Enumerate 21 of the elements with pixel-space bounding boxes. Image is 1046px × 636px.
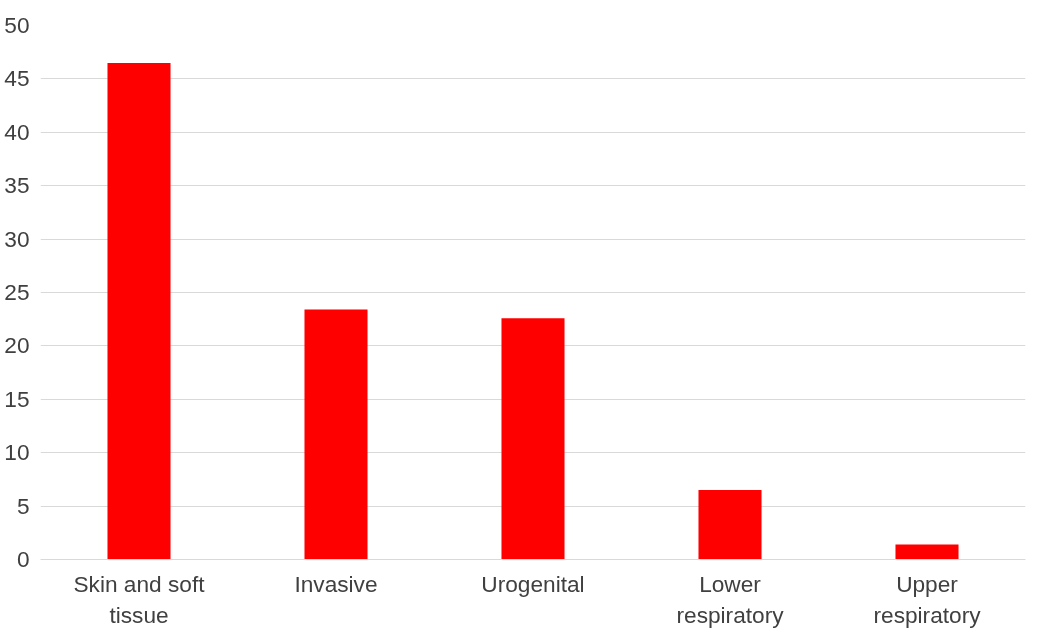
bar [501,318,565,560]
x-tick-label: Lower respiratory [676,570,785,628]
y-tick-label: 10 [4,439,30,466]
y-tick-label: 50 [4,12,30,38]
y-tick-label: 0 [16,546,30,572]
bar [304,309,368,560]
bar [107,62,171,560]
bar [698,490,762,560]
y-tick-label: 25 [4,279,30,305]
y-tick-label: 5 [16,492,30,519]
bar [895,544,959,560]
y-tick-label: 15 [4,385,30,412]
y-tick-label: 20 [4,332,30,359]
y-tick-label: 40 [4,118,30,145]
x-tick-label: Urogenital [481,570,585,597]
y-tick-label: 30 [4,225,30,252]
x-tick-label: Invasive [294,570,378,597]
y-tick-label: 35 [4,172,30,199]
x-tick-label: Upper respiratory [873,570,982,628]
x-tick-label: Skin and soft tissue [73,570,206,628]
y-tick-label: 45 [4,65,30,92]
